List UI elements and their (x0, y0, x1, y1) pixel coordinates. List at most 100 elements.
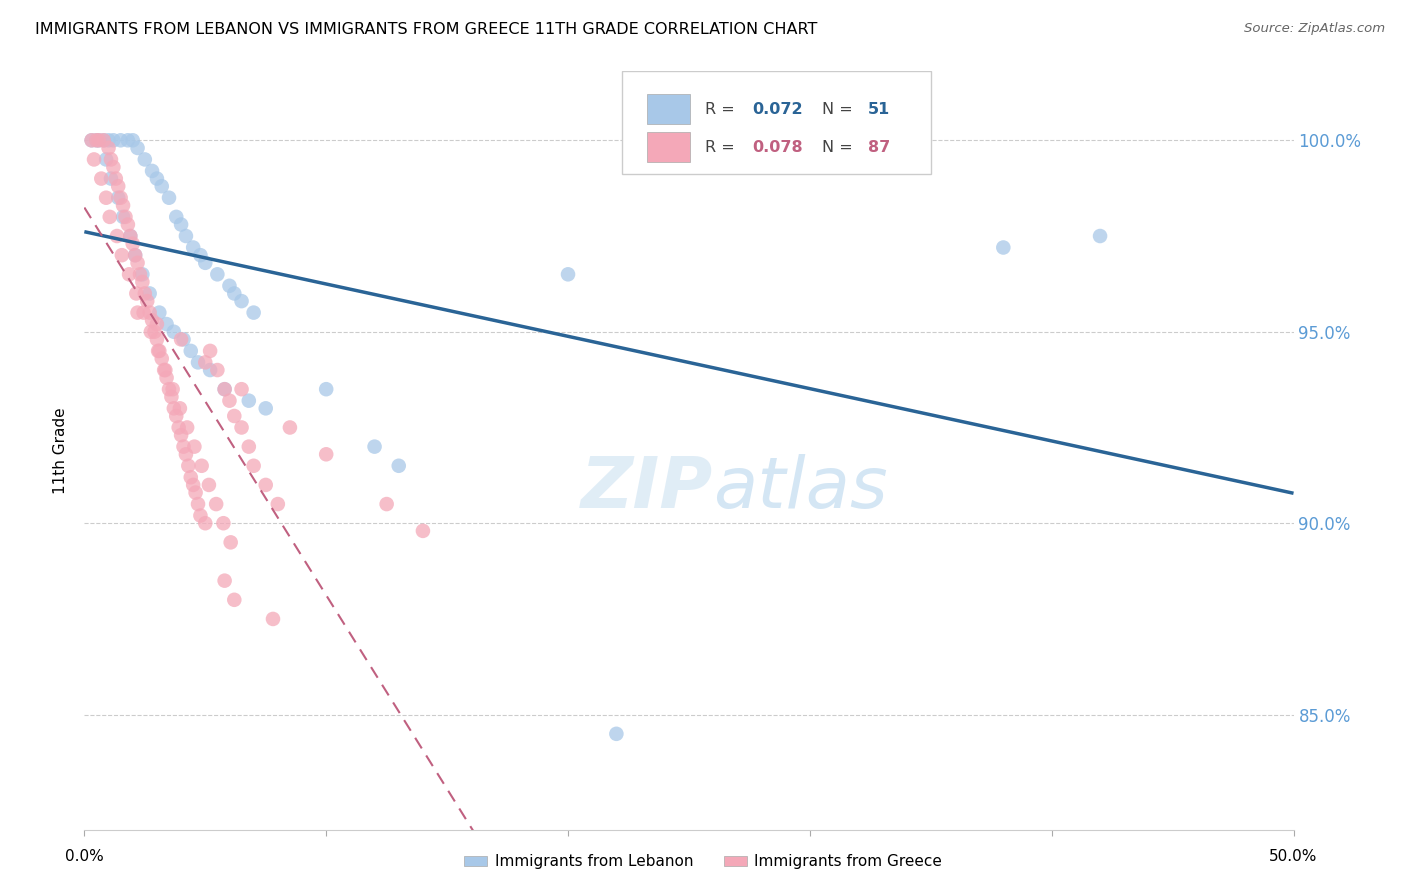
Point (278, 420, 301, 434)
Point (110, 191, 132, 205)
Point (124, 248, 146, 262)
Point (194, 516, 217, 531)
Point (157, 382, 180, 396)
Point (150, 179, 173, 194)
Text: R =: R = (704, 140, 740, 154)
Point (86, 133, 108, 147)
Point (141, 164, 163, 178)
Point (363, 440, 385, 454)
Point (190, 248, 212, 262)
Point (80, 133, 103, 147)
Y-axis label: 11th Grade: 11th Grade (53, 407, 69, 494)
Point (112, 198, 135, 212)
Point (315, 382, 337, 396)
Point (412, 524, 434, 538)
Point (160, 390, 183, 404)
Point (224, 592, 246, 607)
Point (105, 229, 128, 244)
Point (118, 268, 141, 282)
Point (93, 133, 115, 147)
Text: ZIP: ZIP (581, 454, 713, 523)
Point (173, 440, 195, 454)
Point (141, 313, 163, 327)
Point (103, 133, 125, 147)
Point (121, 236, 143, 251)
Point (125, 286, 148, 301)
Point (124, 248, 146, 262)
Point (127, 305, 149, 319)
Point (165, 210, 187, 224)
Point (117, 218, 139, 232)
Point (97, 141, 120, 155)
Point (218, 278, 240, 293)
Point (112, 210, 135, 224)
Point (375, 497, 398, 511)
Point (100, 171, 122, 186)
Point (242, 458, 264, 473)
Point (224, 409, 246, 423)
Point (103, 160, 125, 174)
Point (129, 268, 152, 282)
Point (143, 325, 166, 339)
Point (214, 382, 236, 396)
Point (110, 133, 132, 147)
Point (176, 420, 198, 434)
Point (87, 133, 110, 147)
Point (146, 171, 169, 186)
Point (165, 409, 187, 423)
Text: N =: N = (823, 140, 858, 154)
Point (238, 440, 260, 454)
Point (155, 370, 177, 384)
Point (93, 133, 115, 147)
Point (107, 179, 129, 194)
FancyBboxPatch shape (647, 132, 690, 162)
Point (183, 440, 205, 454)
Point (97, 133, 120, 147)
Point (605, 727, 627, 741)
Text: 87: 87 (868, 140, 890, 154)
Point (212, 516, 235, 531)
Point (388, 458, 411, 473)
Point (114, 210, 136, 224)
Point (127, 256, 149, 270)
Point (94, 191, 117, 205)
Point (993, 240, 1015, 254)
Point (254, 401, 277, 416)
Point (139, 325, 162, 339)
Text: 50.0%: 50.0% (1270, 848, 1317, 863)
Legend: Immigrants from Lebanon, Immigrants from Greece: Immigrants from Lebanon, Immigrants from… (458, 848, 948, 875)
Point (180, 343, 202, 358)
Point (87, 133, 110, 147)
Point (146, 343, 169, 358)
Point (163, 325, 186, 339)
Point (190, 508, 212, 523)
Text: R =: R = (704, 102, 740, 117)
Point (163, 401, 186, 416)
Point (231, 420, 253, 434)
Point (254, 478, 277, 492)
Point (180, 470, 202, 484)
Point (148, 343, 170, 358)
Point (207, 363, 229, 377)
Point (104, 171, 127, 186)
Point (117, 133, 139, 147)
Point (153, 363, 176, 377)
Point (174, 447, 197, 461)
Text: 0.072: 0.072 (752, 102, 803, 117)
Point (155, 317, 177, 331)
Point (170, 428, 193, 442)
Point (150, 351, 173, 366)
Text: N =: N = (823, 102, 858, 117)
Text: 0.0%: 0.0% (65, 848, 104, 863)
Point (170, 218, 193, 232)
Point (131, 268, 153, 282)
Point (238, 393, 260, 408)
Point (242, 305, 264, 319)
Point (132, 305, 155, 319)
Point (146, 333, 169, 347)
Point (100, 153, 122, 167)
Point (214, 574, 236, 588)
Point (181, 240, 204, 254)
Point (86, 133, 108, 147)
Point (181, 478, 204, 492)
